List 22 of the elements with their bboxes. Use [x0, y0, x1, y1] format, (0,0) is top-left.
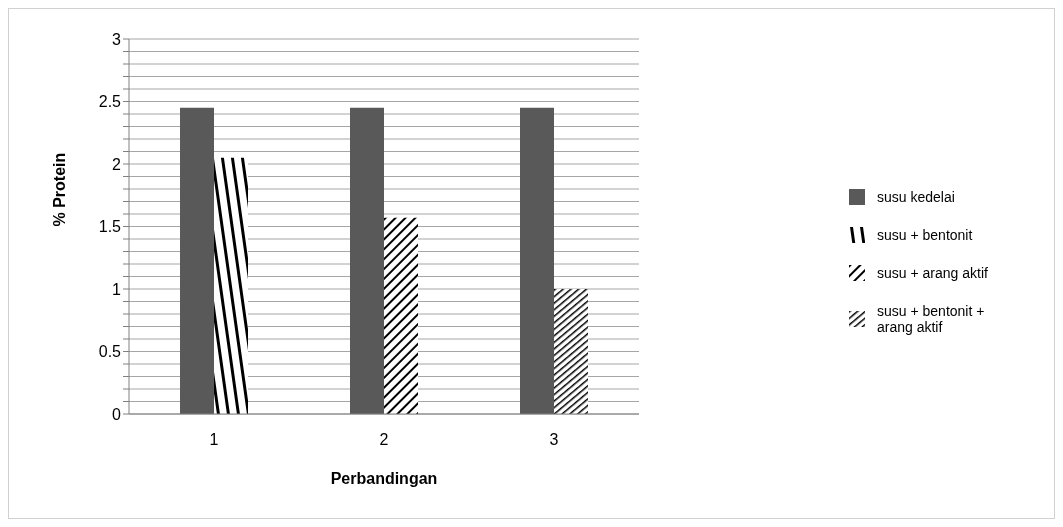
bar: [180, 107, 214, 414]
legend-label: susu + bentonit + arang aktif: [877, 302, 986, 335]
legend-label: susu + arang aktif: [877, 264, 988, 281]
bar: [554, 289, 588, 414]
bar: [350, 107, 384, 414]
bar: [384, 217, 418, 414]
y-axis-title: % Protein: [50, 152, 68, 227]
x-tick-label: 1: [209, 431, 219, 449]
x-axis-title: Perbandingan: [330, 470, 438, 487]
y-tick-label: 2.5: [98, 93, 122, 111]
x-tick-label: 2: [379, 431, 389, 449]
y-tick-label: 3: [112, 30, 122, 48]
legend-label: susu kedelai: [877, 188, 955, 205]
y-tick-label: 2: [112, 155, 122, 173]
x-tick-label: 3: [549, 431, 559, 449]
bar: [520, 107, 554, 414]
legend-label: susu + bentonit: [877, 226, 973, 243]
y-tick-label: 1: [112, 280, 122, 298]
y-tick-label: 1.5: [98, 218, 122, 236]
bar: [214, 157, 248, 414]
y-tick-label: 0: [112, 405, 122, 423]
y-tick-label: 0.5: [98, 343, 122, 361]
